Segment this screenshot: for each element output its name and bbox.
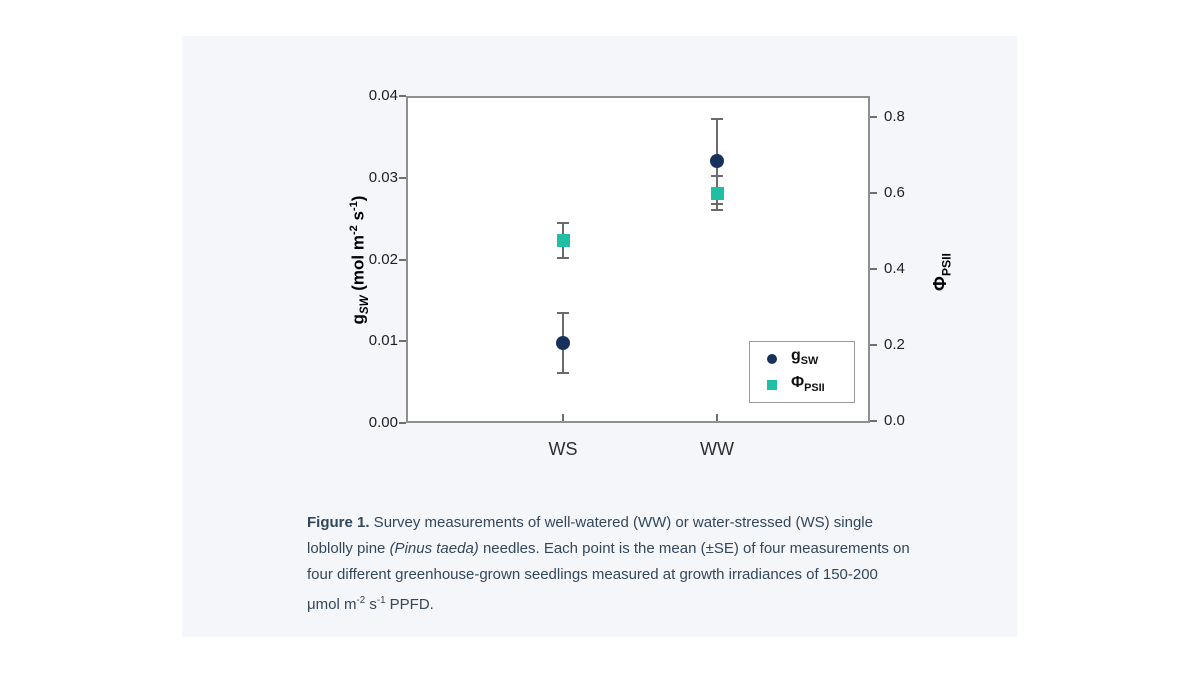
error-bar-cap [557,256,569,259]
right-tick [870,344,877,346]
data-point-PhiPSII [710,186,724,200]
error-bar-cap [557,372,569,375]
caption-line-2: loblolly pine (Pinus taeda) needles. Eac… [307,540,910,557]
left-tick [399,259,406,261]
data-point-gSW [710,154,724,169]
right-tick [870,116,877,118]
right-tick [870,192,877,194]
legend-label-phipsii: ΦPSII [791,373,825,394]
caption-line-3: four different greenhouse-grown seedling… [307,566,878,583]
left-tick-label: 0.03 [368,169,398,186]
plot-area: gSW ΦPSII [399,95,877,424]
phipsii-marker-icon [767,380,777,391]
figure-card: gSW ΦPSII 0.04 0.03 0.02 0.01 0.00 0.8 0… [182,36,1017,637]
legend: gSW ΦPSII [749,341,855,403]
right-tick-label: 0.0 [884,412,905,429]
error-bar-cap [557,311,569,314]
right-tick [870,268,877,270]
left-tick-label: 0.01 [368,332,398,349]
legend-entry-gsw: gSW [750,347,854,370]
legend-entry-phipsii: ΦPSII [750,374,854,397]
gsw-marker-icon [767,353,777,364]
error-bar-cap [711,209,723,212]
right-tick-label: 0.6 [884,184,905,201]
right-tick-label: 0.4 [884,260,905,277]
left-tick [399,177,406,179]
left-tick-label: 0.00 [368,414,398,431]
legend-label-gsw: gSW [791,347,819,368]
x-axis-label-ws: WS [548,439,578,459]
right-axis-title: ΦPSII [930,253,954,291]
error-bar-cap [711,174,723,177]
caption-line-4: μmol m-2 s-1 PPFD. [307,595,434,613]
error-bar-cap [557,222,569,225]
left-tick [399,95,406,97]
x-tick-ww [716,414,718,421]
error-bar-cap [711,117,723,120]
right-tick-label: 0.2 [884,336,905,353]
x-tick-ws [562,414,564,421]
right-tick [870,420,877,422]
left-tick-label: 0.04 [368,87,398,104]
data-point-PhiPSII [556,234,570,247]
data-point-gSW [556,335,570,350]
left-tick [399,340,406,342]
figure-caption: Figure 1. Survey measurements of well-wa… [307,510,967,618]
x-axis-label-ww: WW [700,439,734,459]
caption-line-1: Figure 1. Survey measurements of well-wa… [307,514,873,531]
left-tick-label: 0.02 [368,251,398,268]
right-tick-label: 0.8 [884,108,905,125]
left-tick [399,422,406,424]
left-axis-title: gSW (mol m-2 s-1) [348,195,372,325]
